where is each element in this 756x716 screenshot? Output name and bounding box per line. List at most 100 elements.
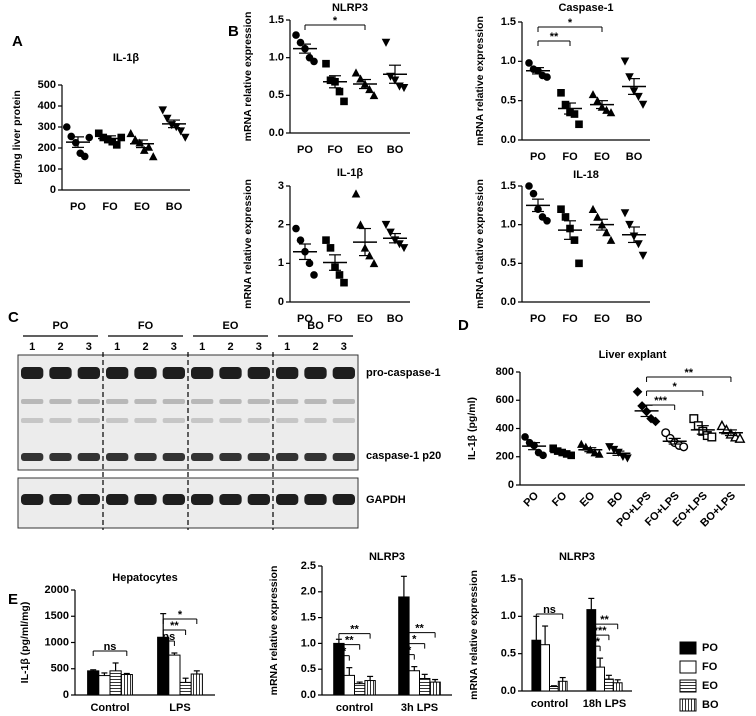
bar <box>98 675 111 696</box>
data-point <box>529 189 538 198</box>
data-point <box>549 444 557 453</box>
y-tick-label: 0.0 <box>301 689 316 701</box>
y-tick-label: 0 <box>508 479 514 491</box>
y-axis-label: mRNA relative expression <box>242 12 254 142</box>
blot-band <box>219 367 242 379</box>
blot-band <box>191 367 214 379</box>
chart-title: Liver explant <box>599 349 667 361</box>
blot-band <box>304 367 327 379</box>
bar <box>364 680 376 696</box>
band-label: caspase-1 p20 <box>366 450 441 462</box>
blot-band <box>304 494 327 505</box>
data-point <box>525 182 533 190</box>
legend-swatch <box>679 679 697 693</box>
y-tick-label: 0.5 <box>301 663 316 675</box>
data-point <box>575 120 583 129</box>
bar <box>557 680 568 692</box>
data-point <box>602 105 611 114</box>
y-tick-label: 400 <box>38 100 56 112</box>
data-point <box>561 100 570 109</box>
data-point <box>606 108 616 117</box>
blot-band <box>276 367 299 379</box>
blot-band <box>106 453 129 461</box>
data-point <box>85 133 94 142</box>
blot-band <box>304 453 327 461</box>
x-tick-label: control <box>336 702 373 714</box>
group-label: BO <box>307 320 324 332</box>
y-tick-label: 500 <box>38 79 56 91</box>
y-tick-label: 1.5 <box>501 180 516 192</box>
x-tick-label: PO <box>297 144 313 156</box>
chart-title: IL-18 <box>573 169 599 181</box>
data-point <box>638 100 648 109</box>
y-axis-label: mRNA relative expression <box>474 179 486 309</box>
data-point <box>395 240 404 249</box>
y-tick-label: 2.5 <box>301 560 316 572</box>
data-point <box>292 224 300 233</box>
x-tick-label: BO <box>626 151 643 163</box>
data-point <box>588 90 598 99</box>
y-tick-label: 2 <box>278 219 284 231</box>
blot-band <box>106 367 129 379</box>
data-point <box>103 135 112 144</box>
chart-title: NLRP3 <box>369 551 405 563</box>
y-tick-label: 100 <box>38 163 56 175</box>
y-tick-label: 600 <box>496 394 514 406</box>
significance-label: ns <box>162 631 175 643</box>
data-point <box>144 142 154 151</box>
data-point <box>623 454 632 463</box>
band-label: GAPDH <box>366 494 406 506</box>
data-point <box>399 244 409 253</box>
blot-band <box>332 453 355 461</box>
significance-label: * <box>342 646 347 658</box>
blot-band <box>332 494 355 505</box>
significance-label: ** <box>345 635 354 647</box>
data-point <box>543 217 551 225</box>
panel-label: D <box>458 317 469 334</box>
data-point <box>625 220 634 229</box>
data-point <box>335 87 344 96</box>
data-point <box>139 145 149 154</box>
legend-swatch <box>679 698 697 712</box>
data-point <box>67 132 76 141</box>
data-point <box>340 97 348 106</box>
blot-band <box>134 418 157 423</box>
blot-band <box>162 453 185 461</box>
lane-label: 3 <box>341 341 347 353</box>
panel-label: E <box>8 591 18 608</box>
blot-band <box>134 453 157 461</box>
blot-band <box>134 494 157 505</box>
y-axis-label: mRNA relative expression <box>468 570 480 700</box>
lane-label: 1 <box>199 341 205 353</box>
chart-title: IL-1β <box>337 167 364 179</box>
x-tick-label: BO <box>626 313 643 325</box>
bar <box>604 678 614 692</box>
data-point <box>632 386 643 397</box>
blot-band <box>332 399 355 404</box>
blot-band <box>247 418 270 423</box>
x-tick-label: BO <box>166 201 183 213</box>
y-tick-label: 200 <box>38 142 56 154</box>
lane-label: 2 <box>227 341 233 353</box>
data-point <box>381 220 391 229</box>
blot-band <box>191 494 214 505</box>
data-point <box>130 135 140 144</box>
bar <box>612 682 623 692</box>
x-tick-label: FO <box>550 489 570 509</box>
y-axis-label: mRNA relative expression <box>474 16 486 146</box>
data-point <box>351 68 361 77</box>
data-point <box>356 74 365 83</box>
data-point <box>369 259 379 268</box>
y-axis-label: pg/mg liver protein <box>11 90 23 185</box>
x-tick-label: PO <box>522 489 542 509</box>
y-tick-label: 1.0 <box>501 219 516 231</box>
y-axis-label: IL-1β (pg/ml) <box>466 397 478 460</box>
blot-band <box>77 494 100 505</box>
y-tick-label: 1.5 <box>501 573 516 585</box>
x-tick-label: EO <box>594 151 610 163</box>
data-point <box>148 152 158 161</box>
blot-band <box>332 367 355 379</box>
data-point <box>581 442 591 451</box>
y-tick-label: 1500 <box>45 610 69 622</box>
data-point <box>567 451 575 460</box>
